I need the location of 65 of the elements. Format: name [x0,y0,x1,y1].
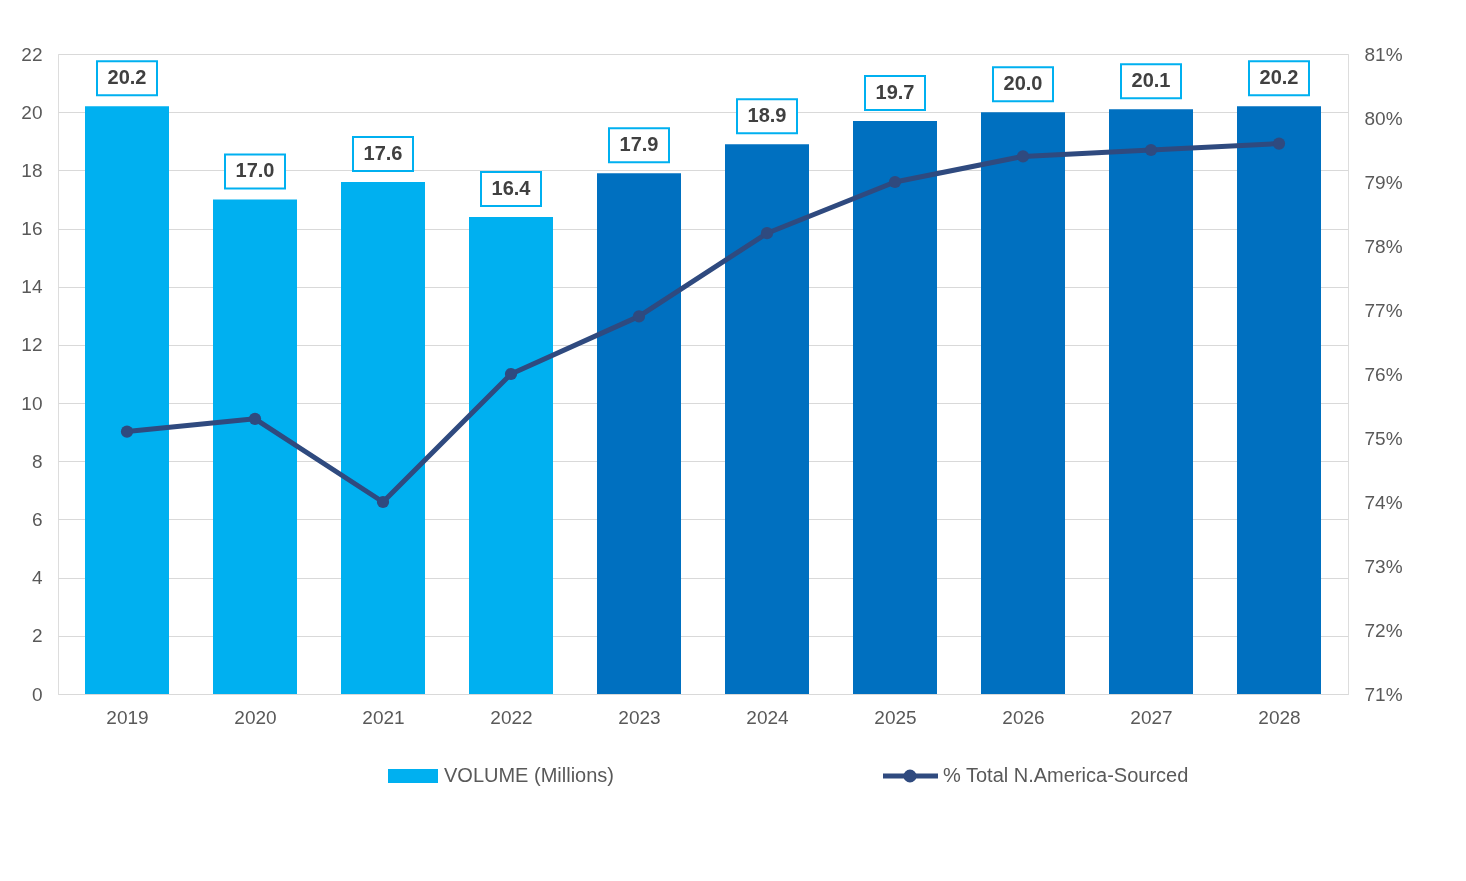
x-tick-label: 2021 [362,706,405,728]
y-tick-label: 6 [31,508,43,530]
point [120,425,134,438]
data-label: 20.2 [107,66,147,89]
data-label: 20.1 [1131,69,1171,92]
bar [213,199,297,694]
y2-tick-label: 72% [1364,619,1403,641]
y2-tick-label: 79% [1364,171,1403,193]
y-tick-label: 0 [31,683,43,705]
data-label: 17.9 [619,133,659,156]
y-tick-label: 10 [21,392,43,414]
y2-tick-label: 74% [1364,491,1403,513]
x-tick-label: 2022 [490,706,533,728]
point [1272,137,1286,150]
y2-tick-label: 81% [1364,43,1403,65]
bar [981,112,1065,694]
y2-tick-label: 80% [1364,107,1403,129]
x-tick-label: 2025 [874,706,917,728]
x-tick-label: 2027 [1130,706,1173,728]
bar [1109,109,1193,694]
y2-tick-label: 71% [1364,683,1403,705]
bar [725,144,809,694]
bar [85,106,169,694]
data-label: 20.0 [1003,72,1043,95]
y-tick-label: 4 [31,567,43,589]
y-tick-label: 12 [21,334,43,356]
point [888,175,902,189]
y2-tick-label: 78% [1364,235,1403,257]
point [376,495,390,509]
point [632,310,646,323]
point [760,227,774,240]
x-tick-label: 2024 [746,706,790,728]
y2-tick-label: 73% [1364,555,1403,577]
x-tick-label: 2026 [1002,706,1045,728]
data-label: 17.6 [363,142,403,164]
y-tick-label: 20 [21,101,43,123]
y-tick-label: 18 [21,159,43,181]
bar [469,216,553,694]
x-tick-label: 2019 [106,706,149,728]
y-tick-label: 8 [31,450,43,472]
y-tick-label: 22 [21,43,43,65]
bar [597,173,681,694]
legend-label: VOLUME (Millions) [444,764,615,786]
bar [341,182,425,694]
y-tick-label: 14 [21,276,43,298]
point [504,367,518,381]
x-tick-label: 2023 [618,706,661,728]
y-tick-label: 2 [31,625,43,647]
data-label: 18.9 [747,104,787,127]
y2-tick-label: 77% [1364,299,1403,321]
bar [1237,106,1321,694]
point [248,412,262,425]
point [1144,143,1158,157]
x-tick-label: 2028 [1258,706,1301,728]
data-label: 16.4 [491,176,532,199]
data-label: 19.7 [875,80,915,103]
point [1016,150,1030,163]
data-label: 20.2 [1259,66,1299,89]
y2-tick-label: 76% [1364,363,1403,385]
legend-label: % Total N.America-Sourced [943,764,1189,786]
y-tick-label: 16 [21,218,43,240]
bar [853,120,937,694]
y2-tick-label: 75% [1364,427,1403,449]
x-tick-label: 2020 [234,706,277,728]
data-label: 17.0 [235,159,275,182]
